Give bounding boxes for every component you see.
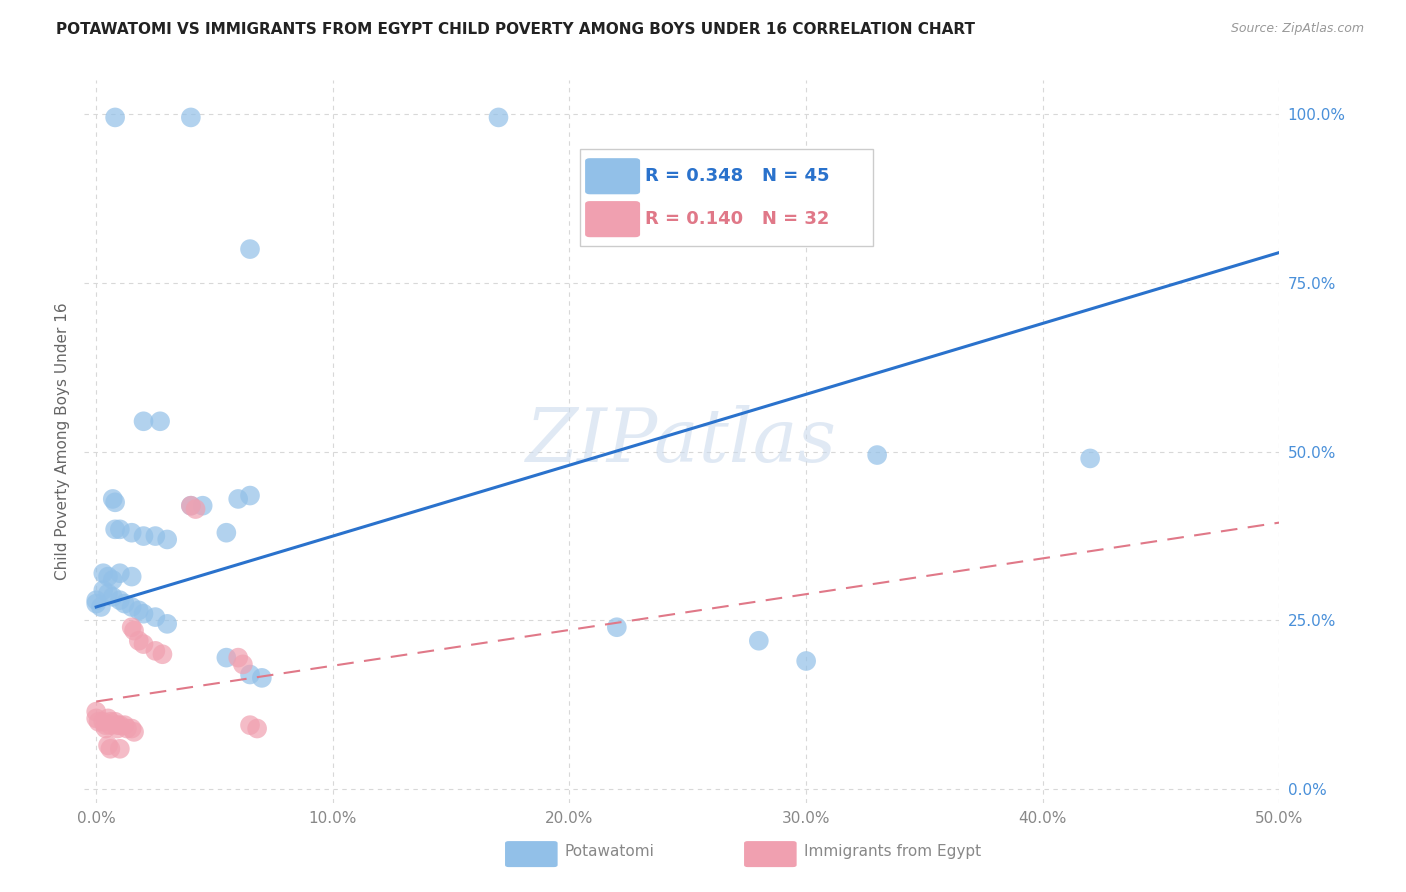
Point bbox=[121, 525, 143, 540]
Point bbox=[100, 718, 122, 732]
Text: R = 0.348   N = 45: R = 0.348 N = 45 bbox=[645, 167, 830, 186]
Point bbox=[97, 586, 120, 600]
Point bbox=[226, 650, 249, 665]
Point bbox=[152, 647, 174, 661]
Point bbox=[104, 111, 127, 125]
Point bbox=[101, 590, 124, 604]
Point bbox=[114, 597, 136, 611]
Point bbox=[101, 491, 124, 506]
Point bbox=[100, 714, 122, 729]
Point bbox=[87, 714, 110, 729]
Point bbox=[1078, 451, 1101, 466]
Point bbox=[132, 529, 155, 543]
Point bbox=[104, 522, 127, 536]
Point bbox=[215, 650, 238, 665]
Text: ZIPatlas: ZIPatlas bbox=[526, 405, 838, 478]
Text: Source: ZipAtlas.com: Source: ZipAtlas.com bbox=[1230, 22, 1364, 36]
Point bbox=[606, 620, 628, 634]
Text: R = 0.140   N = 32: R = 0.140 N = 32 bbox=[645, 211, 830, 228]
Point bbox=[215, 525, 238, 540]
Point bbox=[156, 616, 179, 631]
Point bbox=[100, 741, 122, 756]
Point bbox=[250, 671, 273, 685]
Point bbox=[488, 111, 510, 125]
Point bbox=[128, 633, 150, 648]
Point bbox=[107, 718, 129, 732]
Y-axis label: Child Poverty Among Boys Under 16: Child Poverty Among Boys Under 16 bbox=[55, 302, 70, 581]
Point bbox=[156, 533, 179, 547]
Point bbox=[84, 597, 107, 611]
Point bbox=[121, 620, 143, 634]
Point bbox=[94, 722, 117, 736]
Point bbox=[132, 414, 155, 428]
Point bbox=[108, 718, 131, 732]
Point bbox=[104, 714, 127, 729]
Point bbox=[97, 739, 120, 753]
Point bbox=[114, 718, 136, 732]
Point bbox=[91, 714, 114, 729]
Point bbox=[246, 722, 269, 736]
Point bbox=[101, 573, 124, 587]
Point bbox=[128, 603, 150, 617]
Point bbox=[97, 569, 120, 583]
Point bbox=[84, 705, 107, 719]
Point bbox=[90, 599, 112, 614]
Point bbox=[97, 711, 120, 725]
Point bbox=[121, 722, 143, 736]
Point bbox=[104, 495, 127, 509]
Point bbox=[180, 499, 202, 513]
FancyBboxPatch shape bbox=[505, 841, 558, 867]
Point bbox=[143, 644, 166, 658]
Point bbox=[122, 725, 145, 739]
Point bbox=[143, 610, 166, 624]
Point bbox=[239, 489, 262, 503]
FancyBboxPatch shape bbox=[744, 841, 797, 867]
Point bbox=[226, 491, 249, 506]
Point bbox=[239, 718, 262, 732]
Point bbox=[94, 718, 117, 732]
Point bbox=[239, 667, 262, 681]
Text: Immigrants from Egypt: Immigrants from Egypt bbox=[804, 845, 981, 859]
FancyBboxPatch shape bbox=[585, 201, 640, 237]
Point bbox=[121, 569, 143, 583]
Point bbox=[84, 711, 107, 725]
Point bbox=[108, 741, 131, 756]
Point bbox=[115, 722, 138, 736]
Point bbox=[107, 722, 129, 736]
Point bbox=[232, 657, 254, 672]
Point bbox=[91, 583, 114, 598]
Point bbox=[108, 522, 131, 536]
Point bbox=[122, 624, 145, 638]
Point bbox=[180, 111, 202, 125]
Point bbox=[866, 448, 889, 462]
Point bbox=[794, 654, 817, 668]
Point bbox=[108, 566, 131, 581]
Point bbox=[191, 499, 214, 513]
Text: Potawatomi: Potawatomi bbox=[565, 845, 655, 859]
Point bbox=[143, 529, 166, 543]
Point bbox=[132, 607, 155, 621]
Point bbox=[121, 599, 143, 614]
Point bbox=[132, 637, 155, 651]
Point bbox=[748, 633, 770, 648]
Text: POTAWATOMI VS IMMIGRANTS FROM EGYPT CHILD POVERTY AMONG BOYS UNDER 16 CORRELATIO: POTAWATOMI VS IMMIGRANTS FROM EGYPT CHIL… bbox=[56, 22, 976, 37]
Point bbox=[184, 502, 207, 516]
Point bbox=[91, 566, 114, 581]
Point bbox=[239, 242, 262, 256]
Point bbox=[108, 593, 131, 607]
Point bbox=[149, 414, 172, 428]
Point bbox=[84, 593, 107, 607]
FancyBboxPatch shape bbox=[581, 149, 873, 246]
Point bbox=[180, 499, 202, 513]
FancyBboxPatch shape bbox=[585, 158, 640, 194]
